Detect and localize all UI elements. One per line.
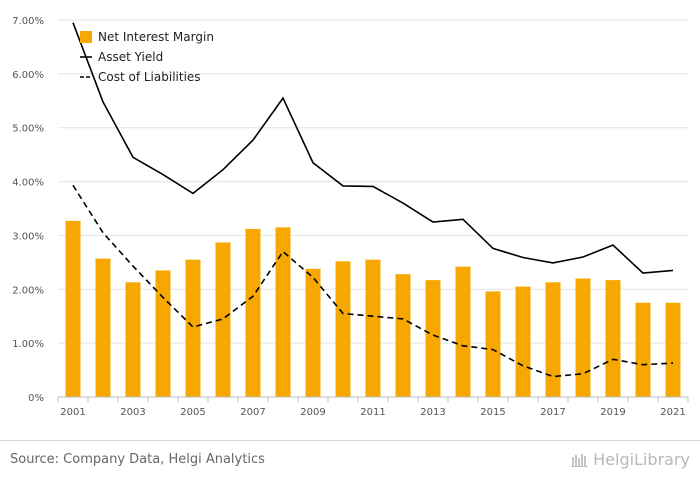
x-axis (57, 396, 689, 402)
x-tick-label: 2015 (480, 407, 505, 418)
y-tick-label: 2.00% (12, 285, 44, 296)
footer: Source: Company Data, Helgi Analytics He… (0, 440, 700, 484)
y-tick-label: 6.00% (12, 70, 44, 81)
bar (485, 291, 501, 397)
bars-net-interest-margin (65, 220, 681, 397)
bar (215, 242, 231, 397)
legend: Net Interest Margin Asset Yield Cost of Li… (80, 30, 214, 84)
bar (635, 302, 651, 397)
y-tick-label: 0% (28, 393, 44, 404)
bar (275, 227, 291, 397)
bar (185, 259, 201, 397)
line-cost-of-liabilities (72, 184, 674, 378)
bar (305, 268, 321, 397)
y-tick-label: 5.00% (12, 124, 44, 135)
legend-label: Net Interest Margin (98, 30, 214, 44)
y-tick-label: 7.00% (12, 16, 44, 27)
bar (605, 280, 621, 397)
x-axis-ticks: 2001 2003 2005 2007 2009 2011 2013 2015 2017 2019… (60, 407, 685, 418)
legend-label: Asset Yield (98, 50, 163, 64)
source-note: Source: Company Data, Helgi Analytics (10, 452, 265, 467)
bar (455, 266, 471, 397)
line-series (72, 22, 674, 378)
bar (365, 259, 381, 397)
x-tick-label: 2011 (360, 407, 385, 418)
line-asset-yield (72, 22, 674, 274)
bar (245, 228, 261, 397)
x-tick-label: 2019 (600, 407, 625, 418)
bar (65, 220, 81, 397)
x-tick-label: 2009 (300, 407, 325, 418)
bar (155, 270, 171, 397)
x-tick-label: 2007 (240, 407, 265, 418)
y-axis-ticks: 0% 1.00% 2.00% 3.00% 4.00% 5.00% 6.00% 7.00% (12, 16, 44, 404)
bar (545, 282, 561, 397)
bar (575, 278, 591, 397)
x-tick-label: 2005 (180, 407, 205, 418)
x-tick-label: 2003 (120, 407, 145, 418)
bar (425, 280, 441, 397)
legend-label: Cost of Liabilities (98, 70, 201, 84)
bar (395, 274, 411, 397)
combo-chart: 0% 1.00% 2.00% 3.00% 4.00% 5.00% 6.00% 7.00% 20… (12, 16, 689, 418)
y-tick-label: 4.00% (12, 178, 44, 189)
x-tick-label: 2001 (60, 407, 85, 418)
bar (515, 286, 531, 397)
bar (125, 282, 141, 397)
x-tick-label: 2017 (540, 407, 565, 418)
y-tick-label: 1.00% (12, 339, 44, 350)
bar (335, 261, 351, 397)
brand-logo: HelgiLibrary (571, 450, 690, 469)
legend-swatch-bar (80, 31, 92, 43)
y-tick-label: 3.00% (12, 231, 44, 242)
x-tick-label: 2013 (420, 407, 445, 418)
brand-name: HelgiLibrary (593, 450, 690, 469)
bar (665, 302, 681, 397)
x-tick-label: 2021 (660, 407, 685, 418)
bar (95, 258, 111, 397)
library-icon (571, 453, 589, 467)
